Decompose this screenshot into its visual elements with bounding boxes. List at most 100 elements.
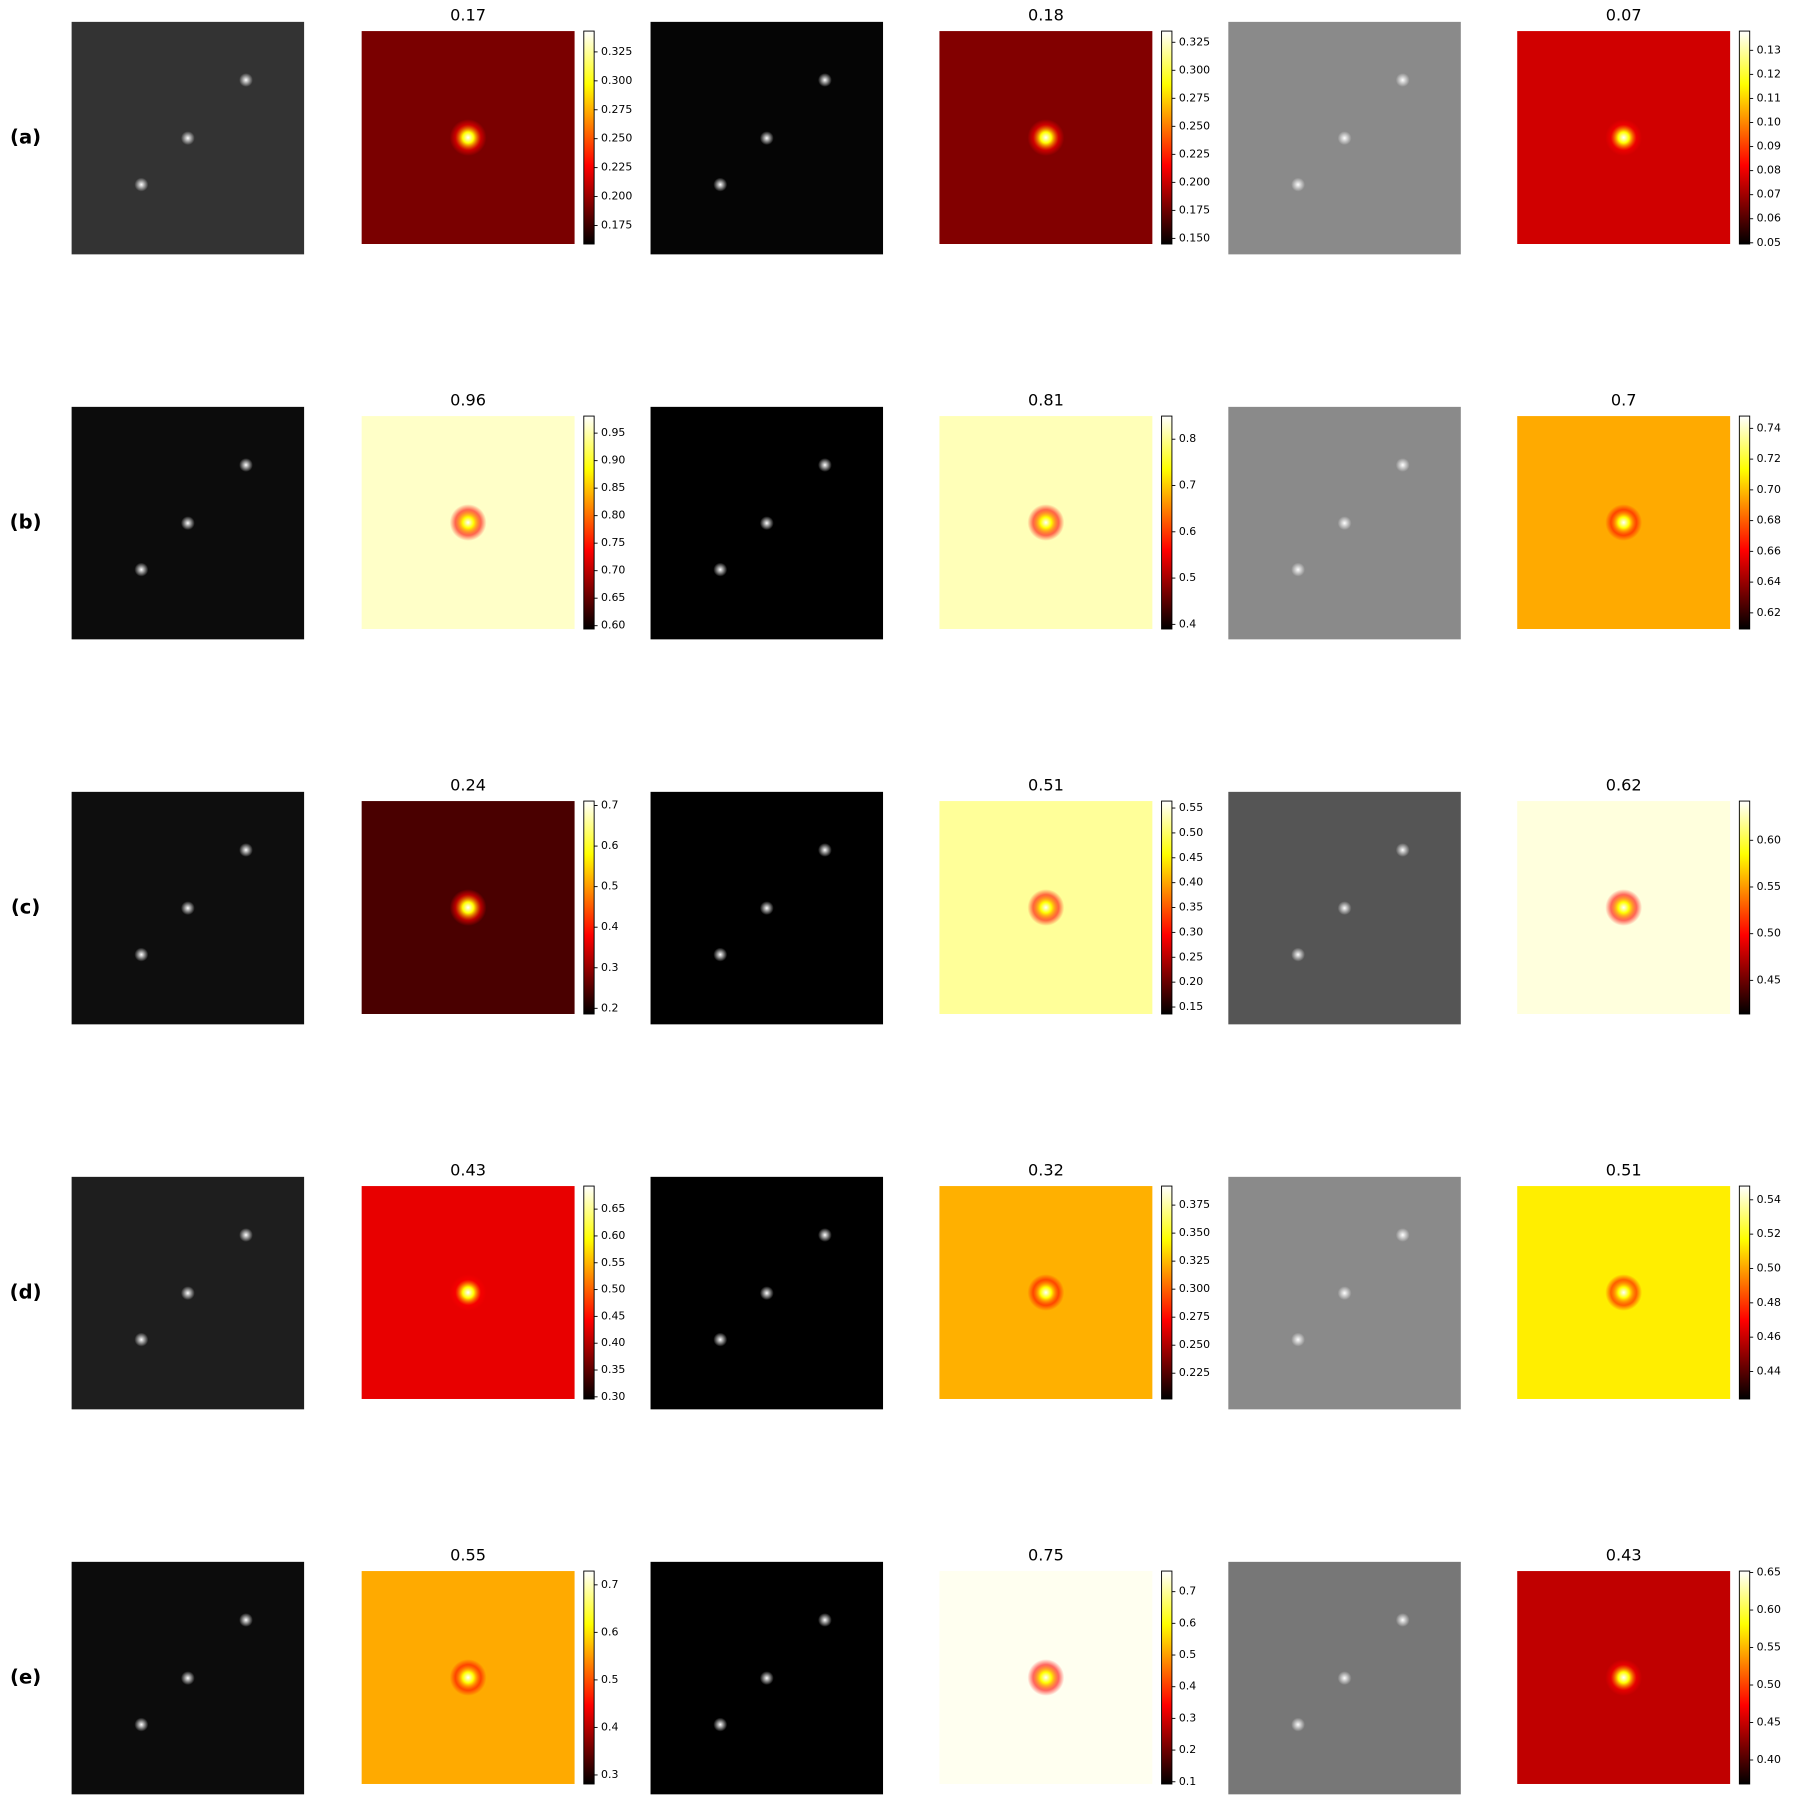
colorbar-tick-label: 0.95	[601, 426, 625, 439]
colorbar-tick-label: 0.375	[1179, 1198, 1210, 1211]
hotspot	[1605, 889, 1643, 926]
source	[239, 73, 253, 87]
colorbar	[583, 415, 595, 630]
source	[1395, 843, 1410, 857]
colorbar	[1738, 1185, 1751, 1400]
heatmap-title: 0.43	[1606, 1546, 1642, 1565]
colorbar-tick-label: 0.45	[601, 1309, 625, 1322]
colorbar-tick-label: 0.12	[1757, 67, 1781, 80]
colorbar-tick-label: 0.20	[1179, 975, 1203, 988]
colorbar-tick-label: 0.50	[1757, 1678, 1781, 1691]
source	[134, 1332, 149, 1347]
source	[713, 1332, 728, 1347]
source	[818, 458, 832, 472]
colorbar-tick-label: 0.65	[601, 1202, 625, 1215]
source	[759, 1671, 774, 1685]
heatmap-title: 0.07	[1606, 6, 1642, 25]
hotspot	[1027, 119, 1065, 156]
source	[759, 901, 774, 916]
colorbar-tick-label: 0.225	[1179, 147, 1210, 160]
row-label: (b)	[10, 511, 42, 534]
colorbar-tick-label: 0.6	[601, 839, 618, 852]
colorbar-tick-label: 0.08	[1757, 164, 1781, 177]
colorbar-tick-label: 0.46	[1757, 1330, 1781, 1343]
heatmap-title: 0.24	[450, 776, 486, 795]
colorbar	[1738, 415, 1751, 630]
colorbar-tick-label: 0.250	[1179, 119, 1210, 132]
colorbar-tick-label: 0.80	[601, 509, 625, 522]
heatmap-title: 0.7	[1611, 391, 1637, 410]
colorbar-tick-label: 0.50	[1179, 826, 1203, 839]
colorbar-tick-label: 0.40	[601, 1336, 625, 1349]
colorbar-tick-label: 0.60	[601, 619, 625, 632]
colorbar-tick-label: 0.70	[601, 564, 625, 577]
colorbar-tick-label: 0.30	[1179, 925, 1203, 938]
heatmap-title: 0.55	[450, 1546, 486, 1565]
colorbar	[583, 1570, 595, 1785]
source	[239, 843, 253, 857]
row-label: (d)	[10, 1281, 42, 1304]
colorbar-tick-label: 0.13	[1757, 43, 1781, 56]
colorbar-tick-label: 0.300	[601, 74, 632, 87]
colorbar-tick-label: 0.35	[601, 1363, 625, 1376]
colorbar-tick-label: 0.4	[1179, 1680, 1196, 1693]
row-label: (a)	[10, 126, 41, 149]
colorbar-tick-label: 0.55	[601, 1256, 625, 1269]
source	[239, 1613, 253, 1627]
colorbar-tick-label: 0.6	[1179, 525, 1196, 538]
colorbar-tick-label: 0.200	[601, 190, 632, 203]
colorbar-tick-label: 0.275	[1179, 91, 1210, 104]
colorbar-tick-label: 0.50	[1757, 1261, 1781, 1274]
heatmap-title: 0.32	[1028, 1161, 1064, 1180]
colorbar-tick-label: 0.325	[601, 45, 632, 58]
colorbar-tick-label: 0.325	[1179, 1254, 1210, 1267]
source	[1291, 947, 1305, 962]
colorbar	[1161, 415, 1173, 630]
source	[134, 562, 149, 577]
hotspot	[1027, 504, 1065, 541]
colorbar-tick-label: 0.50	[1757, 927, 1781, 940]
colorbar-tick-label: 0.150	[1179, 231, 1210, 244]
colorbar-tick-label: 0.07	[1757, 188, 1781, 201]
colorbar-tick-label: 0.2	[1179, 1743, 1196, 1756]
heatmap-title: 0.75	[1028, 1546, 1064, 1565]
colorbar	[1161, 1570, 1173, 1785]
source	[1337, 1671, 1352, 1685]
colorbar-tick-label: 0.5	[601, 880, 618, 893]
colorbar-tick-label: 0.45	[1757, 1716, 1781, 1729]
colorbar-tick-label: 0.60	[601, 1229, 625, 1242]
colorbar-tick-label: 0.70	[1757, 483, 1781, 496]
hotspot	[1605, 119, 1643, 156]
colorbar-tick-label: 0.66	[1757, 544, 1781, 557]
colorbar	[1161, 800, 1173, 1015]
colorbar-tick-label: 0.05	[1757, 236, 1781, 249]
source	[818, 1228, 832, 1242]
colorbar-tick-label: 0.5	[601, 1673, 618, 1686]
source	[1291, 177, 1305, 192]
source	[818, 1613, 832, 1627]
source	[1337, 1286, 1352, 1301]
colorbar-tick-label: 0.52	[1757, 1227, 1781, 1240]
colorbar-tick-label: 0.2	[601, 1001, 618, 1014]
source	[180, 516, 195, 531]
colorbar-tick-label: 0.7	[1179, 479, 1196, 492]
source	[1337, 901, 1352, 916]
colorbar-tick-label: 0.5	[1179, 1648, 1196, 1661]
colorbar-tick-label: 0.6	[601, 1625, 618, 1638]
colorbar-tick-label: 0.3	[601, 961, 618, 974]
hotspot	[1027, 1659, 1065, 1696]
colorbar-tick-label: 0.175	[601, 218, 632, 231]
colorbar-tick-label: 0.60	[1757, 833, 1781, 846]
colorbar-tick-label: 0.65	[1757, 1566, 1781, 1579]
heatmap-title: 0.17	[450, 6, 486, 25]
colorbar-tick-label: 0.45	[1757, 973, 1781, 986]
colorbar-tick-label: 0.50	[601, 1283, 625, 1296]
colorbar-tick-label: 0.175	[1179, 203, 1210, 216]
source	[134, 947, 149, 962]
colorbar-tick-label: 0.250	[601, 132, 632, 145]
heatmap-title: 0.18	[1028, 6, 1064, 25]
source	[818, 73, 832, 87]
source	[713, 947, 728, 962]
source	[180, 1671, 195, 1685]
